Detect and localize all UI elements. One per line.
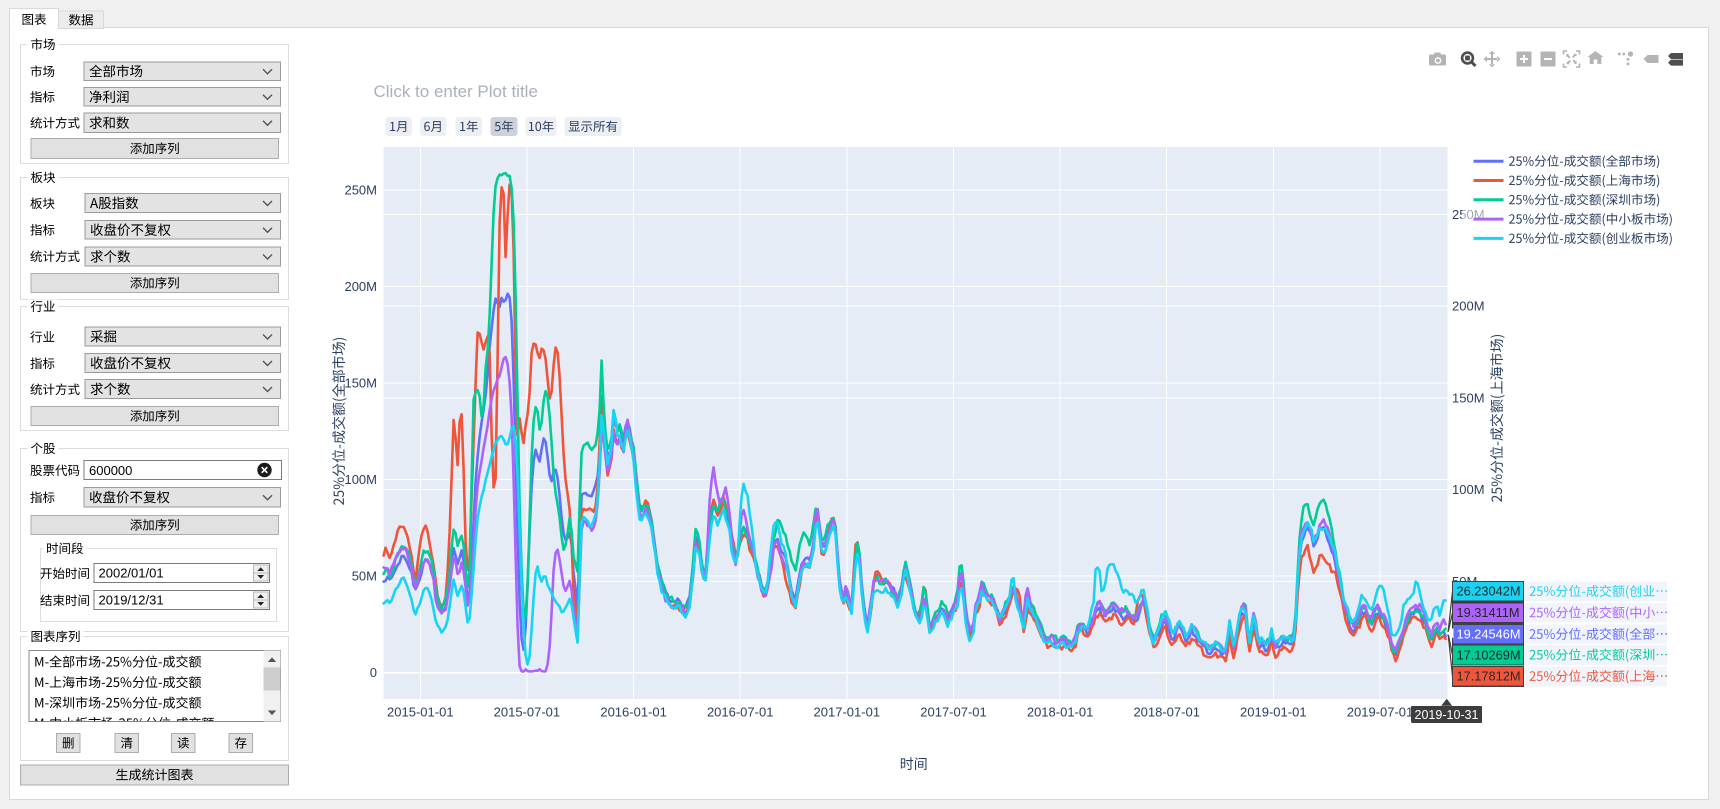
svg-text:100M: 100M [1452, 482, 1485, 497]
svg-text:2015-07-01: 2015-07-01 [494, 705, 561, 720]
svg-text:600000: 600000 [89, 463, 132, 478]
svg-text:200M: 200M [344, 279, 377, 294]
svg-text:19.24546M: 19.24546M [1457, 627, 1521, 642]
svg-text:150M: 150M [1452, 390, 1485, 405]
svg-text:2017-01-01: 2017-01-01 [814, 705, 881, 720]
svg-text:250M: 250M [344, 182, 377, 197]
svg-text:2018-07-01: 2018-07-01 [1133, 705, 1200, 720]
svg-text:2019-10-31: 2019-10-31 [1415, 708, 1479, 722]
svg-text:2016-01-01: 2016-01-01 [600, 705, 667, 720]
svg-text:50M: 50M [352, 569, 377, 584]
svg-text:150M: 150M [344, 376, 377, 391]
svg-text:17.17812M: 17.17812M [1457, 669, 1521, 684]
svg-text:2017-07-01: 2017-07-01 [920, 705, 987, 720]
svg-text:19.31411M: 19.31411M [1457, 605, 1520, 620]
svg-text:Click to enter Plot title: Click to enter Plot title [374, 82, 538, 101]
svg-text:2016-07-01: 2016-07-01 [707, 705, 774, 720]
svg-text:26.23042M: 26.23042M [1457, 584, 1521, 599]
svg-text:2019-07-01: 2019-07-01 [1347, 705, 1414, 720]
svg-text:200M: 200M [1452, 299, 1485, 314]
svg-text:17.10269M: 17.10269M [1457, 647, 1521, 662]
svg-text:2019-01-01: 2019-01-01 [1240, 705, 1307, 720]
svg-text:2018-01-01: 2018-01-01 [1027, 705, 1094, 720]
svg-text:100M: 100M [344, 472, 377, 487]
svg-text:2019/12/31: 2019/12/31 [99, 593, 164, 608]
svg-text:0: 0 [370, 665, 377, 680]
svg-text:2015-01-01: 2015-01-01 [387, 705, 454, 720]
svg-text:2002/01/01: 2002/01/01 [99, 566, 164, 581]
